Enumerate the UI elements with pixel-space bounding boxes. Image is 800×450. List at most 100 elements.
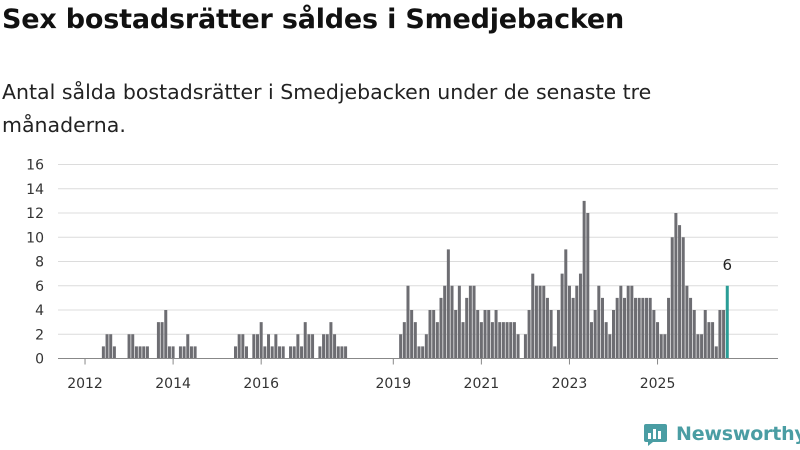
bar [109,334,113,359]
bar [274,334,278,359]
bar [501,322,505,359]
bar [112,346,116,359]
bar [333,334,337,359]
y-tick-label: 14 [26,182,44,198]
bar [300,346,304,359]
bar [479,322,483,359]
bar-chart: 0 2 4 6 8 10 12 14 16 2012 2014 2016 2019 2021 2023 202… [26,158,778,392]
bar [714,346,718,359]
bar [164,310,168,359]
bar [270,346,274,359]
x-tick-label: 2019 [375,376,411,392]
bar [494,310,498,359]
bar [446,249,450,359]
bar [630,285,634,359]
bar [476,310,480,359]
bar [263,346,267,359]
bar [670,237,674,359]
bar [413,322,417,359]
bar [571,297,575,359]
x-tick-label: 2021 [464,376,500,392]
bar [245,346,248,359]
bar [498,322,502,359]
bar [189,346,193,359]
bar [678,225,682,359]
bar [667,297,671,359]
bar [593,310,597,359]
bar [281,346,285,359]
chart-title: Sex bostadsrätter såldes i Smedjebacken [2,4,625,35]
bar [233,346,237,359]
y-tick-label: 4 [35,303,44,319]
bar [700,334,704,359]
bar [318,346,322,359]
bar [718,310,722,359]
bar [722,310,726,359]
bar [311,334,315,359]
bar [711,322,715,359]
bar [560,273,564,359]
bar [468,285,472,359]
bar [421,346,425,359]
bar [527,310,531,359]
bar [336,346,340,359]
bar [307,334,311,359]
bar [160,322,164,359]
bar [101,346,105,359]
y-tick-label: 12 [26,206,44,222]
y-tick-label: 0 [35,352,44,368]
bar [637,297,641,359]
bar [267,334,271,359]
bar [641,297,645,359]
bar [531,273,535,359]
bar [450,285,454,359]
bar [487,310,491,359]
bar [131,334,135,359]
x-tick-label: 2012 [67,376,103,392]
bar [545,297,549,359]
bar [626,285,630,359]
bar [656,322,660,359]
bar [178,346,182,359]
bar [505,322,509,359]
bar [193,346,197,359]
bar [523,334,527,359]
x-tick-label: 2016 [243,376,279,392]
bar [424,334,428,359]
bar [435,322,439,359]
bar [127,334,131,359]
bar [567,285,571,359]
bar [707,322,711,359]
bar [703,310,707,359]
bar [645,297,649,359]
bar [472,285,476,359]
bar [138,346,142,359]
bar [556,310,560,359]
bar [241,334,245,359]
bar [289,346,293,359]
bar [406,285,410,359]
bar [465,297,469,359]
bar [256,334,260,359]
bar [432,310,436,359]
bar [322,334,326,359]
bar [443,285,447,359]
bar [340,346,344,359]
brand-footer: Newsworthy [643,420,800,448]
bar [615,297,619,359]
bar [578,273,582,359]
bar [167,346,171,359]
bar [663,334,667,359]
bar [252,334,256,359]
bar [542,285,546,359]
bar [344,346,348,359]
bar [534,285,538,359]
bar [612,310,615,359]
y-tick-label: 6 [35,279,44,295]
highlighted-bar [725,285,729,359]
bar [619,285,623,359]
bar [490,322,494,359]
bar [586,213,590,359]
bar [186,334,190,359]
bar [171,346,175,359]
